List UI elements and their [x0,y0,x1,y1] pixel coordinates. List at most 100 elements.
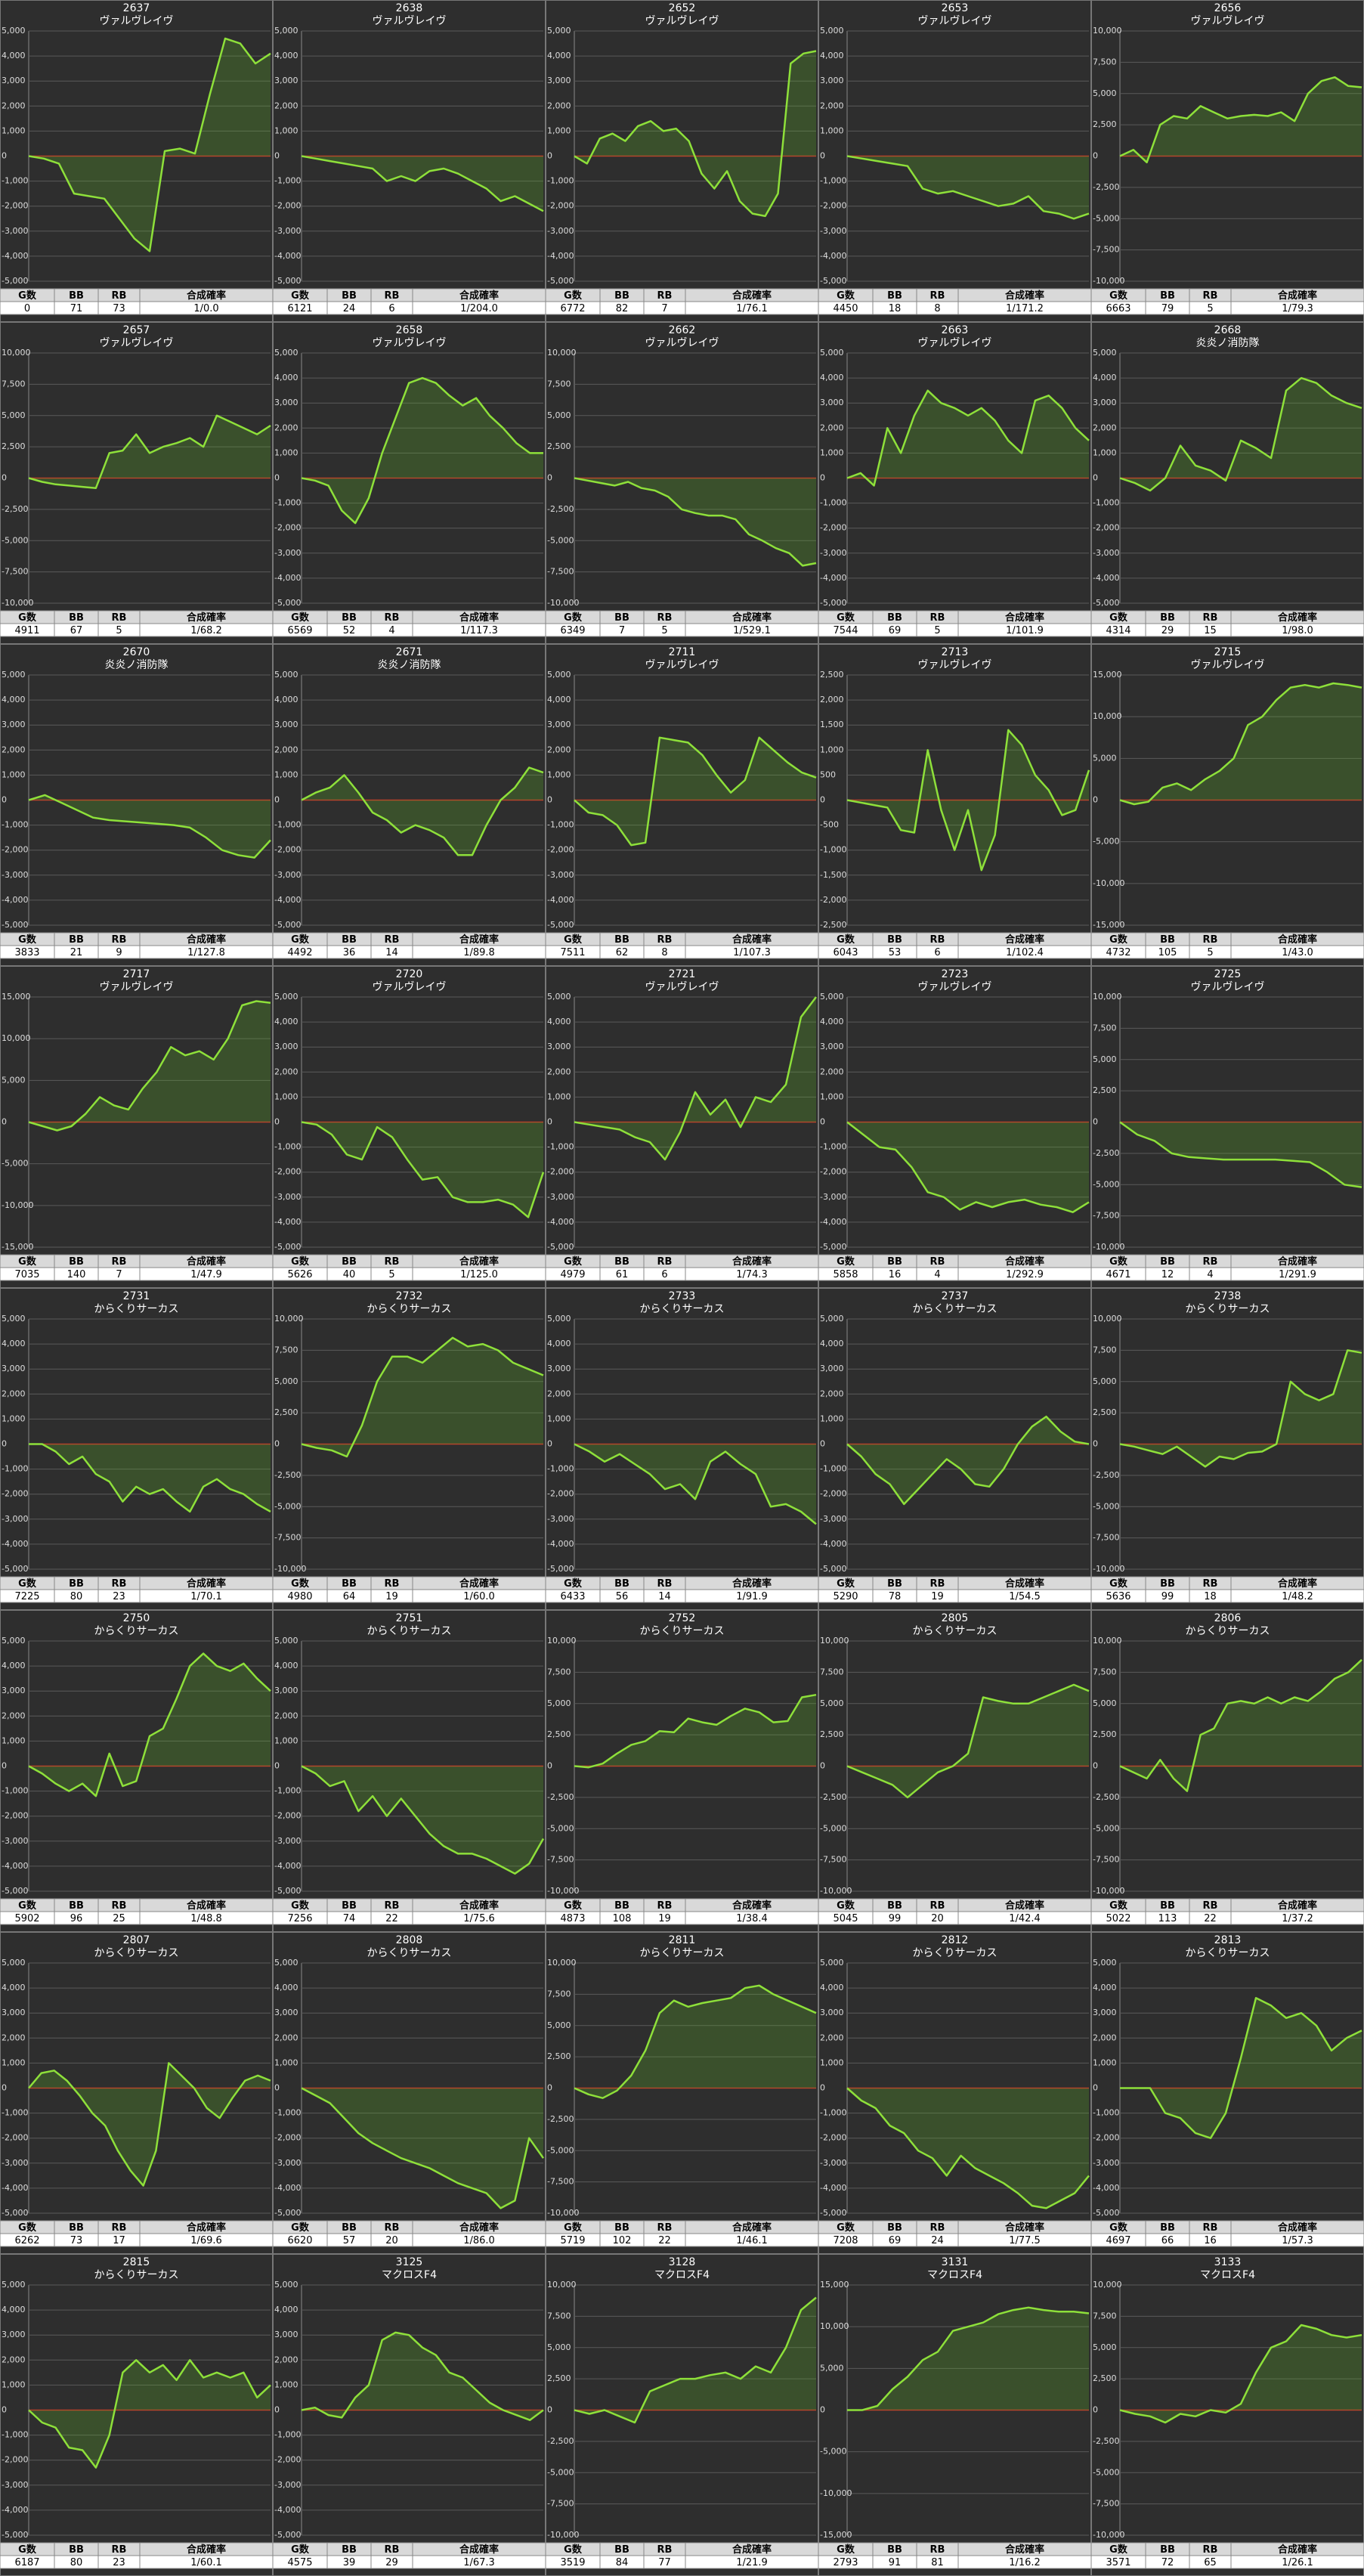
table-header-cell: G数 [837,611,855,624]
panel-bg [818,322,1091,644]
y-tick-label: 4,000 [820,1983,844,1992]
y-tick-label: -5,000 [2,1886,28,1896]
y-tick-label: -2,500 [820,1792,846,1802]
table-row [818,1589,1092,1603]
y-tick-label: 10,000 [2,1033,31,1043]
table-header-cell: RB [1203,1900,1218,1912]
panel-bg [273,322,546,644]
y-tick-label: -1,000 [820,1142,846,1152]
line [846,1121,1090,1213]
table-header-cell: BB [614,1578,629,1590]
table-cell: 18 [1204,1591,1217,1602]
table-cell: 4492 [287,947,312,958]
table-cell: 1/60.1 [190,2557,222,2568]
table-header-row [545,1254,819,1268]
area-fill [574,997,816,1160]
table-cell: 40 [343,1269,356,1280]
table-cell: 5626 [287,1269,312,1280]
table-cell: 14 [385,947,398,958]
y-tick-label: -4,000 [274,573,301,583]
table-header-row [272,932,546,946]
panel-subtitle: ヴァルヴレイヴ [918,658,992,671]
table-header-cell: RB [657,1578,673,1590]
table-row [818,301,1092,315]
table-cell: 6620 [287,2235,312,2246]
table-header-cell: RB [657,2222,673,2234]
table-cell: 20 [385,2235,398,2246]
area-fill [302,767,543,856]
area-fill [847,1684,1089,1797]
y-tick-label: -3,000 [274,2480,301,2490]
area-fill [302,1766,543,1874]
table-cell: 39 [343,2557,356,2568]
table-cell: 80 [70,2557,83,2568]
y-tick-label: -3,000 [820,1192,846,1202]
panel-subtitle: からくりサーカス [94,1625,179,1637]
table-header-cell: G数 [837,2221,855,2234]
table-header-cell: 合成確率 [459,1255,499,1268]
y-tick-label: -2,500 [547,504,574,514]
area-fill [29,38,271,252]
y-tick-label: 2,000 [274,2033,298,2042]
panel-bg [546,2254,818,2576]
table-cell: 1/74.3 [736,1269,768,1280]
y-tick-label: 3,000 [274,1686,298,1695]
y-tick-label: -3,000 [274,1192,301,1202]
table-header-cell: G数 [564,933,583,946]
panel-subtitle: ヴァルヴレイヴ [918,980,992,993]
y-tick-label: 0 [2,1439,7,1449]
y-tick-label: 4,000 [547,1339,571,1348]
y-tick-label: -5,000 [1093,213,1119,223]
table-header-row [272,2220,546,2234]
y-tick-label: 0 [547,1761,552,1771]
table-cell: 8 [661,947,667,958]
table-header-cell: RB [385,1900,400,1912]
y-tick-label: -5,000 [547,920,574,930]
table-header-cell: 合成確率 [459,933,499,946]
y-tick-label: -1,000 [820,176,846,186]
y-tick-label: -5,000 [274,2530,301,2540]
table-header-cell: G数 [18,1899,37,1912]
line [846,389,1090,487]
table-header-cell: RB [657,934,673,946]
y-tick-label: 5,000 [274,992,298,1002]
y-tick-label: 5,000 [274,670,298,680]
table-header-row [1090,932,1364,946]
panel-bg [1091,0,1364,322]
y-tick-label: 4,000 [274,2305,298,2314]
panel-subtitle: ヴァルヴレイヴ [645,14,719,27]
y-tick-label: 5,000 [547,992,571,1002]
y-tick-label: 2,000 [547,1389,571,1398]
table-row [272,945,546,959]
line [1119,1349,1362,1468]
y-tick-label: 2,000 [820,423,844,432]
table-header-row [818,1254,1092,1268]
table-header-cell: 合成確率 [732,1899,772,1912]
table-header-row [818,1576,1092,1590]
line [28,1000,271,1132]
table-cell: 21 [70,947,83,958]
panel-bg [546,322,818,644]
y-tick-label: -5,000 [547,1564,574,1574]
table-cell: 24 [343,303,356,314]
table-header-cell: BB [69,1900,84,1912]
panel-subtitle: からくりサーカス [367,1947,452,1959]
table-header-cell: RB [657,2544,673,2556]
table-cell: 6121 [287,303,312,314]
table-header-cell: G数 [837,2543,855,2556]
y-tick-label: 1,000 [274,1091,298,1101]
line [28,1652,271,1797]
y-tick-label: 2,000 [1093,2033,1117,2042]
panel-subtitle: マクロスF4 [382,2269,437,2281]
table-row [0,945,274,959]
table-header-cell: RB [1203,934,1218,946]
y-tick-label: 10,000 [1093,711,1122,721]
panel-subtitle: ヴァルヴレイヴ [1191,980,1265,993]
panel-subtitle: からくりサーカス [913,1625,997,1637]
y-tick-label: 1,000 [274,447,298,457]
